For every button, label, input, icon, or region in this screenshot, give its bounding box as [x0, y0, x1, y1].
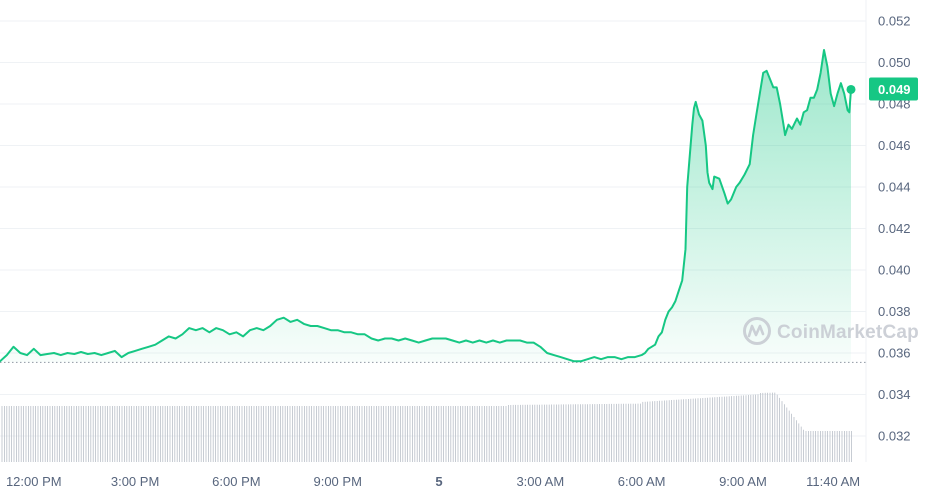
- x-tick-label: 9:00 PM: [313, 474, 361, 489]
- y-tick-label: 0.052: [878, 14, 911, 29]
- y-tick-label: 0.046: [878, 138, 911, 153]
- y-tick-label: 0.036: [878, 346, 911, 361]
- watermark: CoinMarketCap: [743, 317, 919, 345]
- y-tick-label: 0.038: [878, 304, 911, 319]
- x-tick-label: 5: [435, 474, 442, 489]
- y-tick-label: 0.032: [878, 429, 911, 444]
- x-tick-label: 12:00 PM: [6, 474, 62, 489]
- x-tick-label: 9:00 AM: [719, 474, 767, 489]
- y-tick-label: 0.034: [878, 387, 911, 402]
- price-line: [0, 49, 852, 363]
- current-price-label: 0.049: [878, 82, 911, 97]
- x-tick-label: 6:00 AM: [618, 474, 666, 489]
- volume-bars: [1, 392, 852, 462]
- current-price-badge: 0.049: [869, 77, 918, 101]
- x-tick-label: 11:40 AM: [806, 474, 860, 489]
- y-tick-label: 0.044: [878, 180, 911, 195]
- x-axis: 12:00 PM 3:00 PM 6:00 PM 9:00 PM 5 3:00 AM 6:0…: [6, 474, 860, 489]
- y-tick-label: 0.050: [878, 55, 911, 70]
- y-tick-label: 0.042: [878, 221, 911, 236]
- x-tick-label: 6:00 PM: [212, 474, 260, 489]
- x-tick-label: 3:00 PM: [111, 474, 159, 489]
- current-price-badge-bg: [869, 77, 918, 101]
- price-area-fill: [0, 50, 851, 363]
- x-tick-label: 3:00 AM: [516, 474, 564, 489]
- y-tick-label: 0.040: [878, 263, 911, 278]
- last-price-dot: [846, 84, 856, 94]
- watermark-text: CoinMarketCap: [777, 322, 919, 343]
- coinmarketcap-logo-icon: [743, 317, 771, 345]
